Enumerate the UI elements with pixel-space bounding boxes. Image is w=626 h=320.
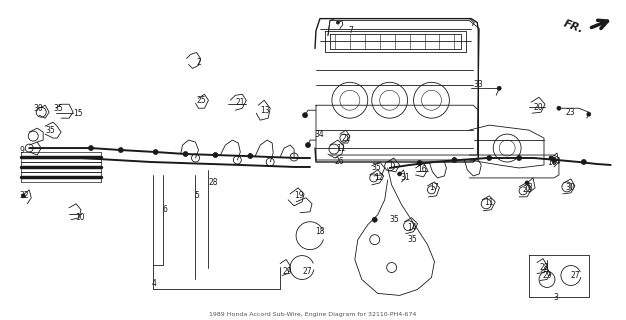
Text: 30: 30	[33, 104, 43, 113]
Circle shape	[183, 152, 188, 156]
Text: 12: 12	[374, 173, 383, 182]
Text: 35: 35	[389, 215, 399, 224]
Circle shape	[487, 156, 491, 161]
Text: 17: 17	[429, 183, 439, 192]
Text: 29: 29	[282, 267, 292, 276]
Circle shape	[248, 154, 253, 158]
Text: 33: 33	[473, 80, 483, 89]
Circle shape	[516, 156, 521, 161]
Text: 9: 9	[19, 146, 24, 155]
Text: 32: 32	[19, 191, 29, 200]
Text: 13: 13	[260, 106, 270, 115]
Text: 11: 11	[485, 198, 494, 207]
Text: 10: 10	[547, 158, 557, 167]
Circle shape	[336, 21, 339, 24]
Circle shape	[118, 148, 123, 153]
Text: 35: 35	[408, 235, 418, 244]
Text: 35: 35	[45, 126, 55, 135]
Circle shape	[497, 86, 501, 90]
Text: 15: 15	[73, 109, 83, 118]
Text: 19: 19	[294, 191, 304, 200]
Text: 28: 28	[208, 179, 218, 188]
Text: 11: 11	[336, 144, 346, 153]
Text: 28: 28	[539, 263, 548, 272]
Circle shape	[305, 143, 310, 148]
Circle shape	[557, 106, 561, 110]
Circle shape	[153, 149, 158, 155]
Circle shape	[552, 157, 557, 163]
Text: 10: 10	[75, 213, 85, 222]
Text: 8: 8	[527, 183, 532, 192]
Text: 5: 5	[195, 191, 200, 200]
Text: 27: 27	[571, 271, 580, 280]
Circle shape	[417, 161, 422, 165]
Circle shape	[525, 181, 529, 185]
Circle shape	[587, 112, 591, 116]
Text: 4: 4	[151, 279, 156, 288]
Circle shape	[21, 194, 25, 198]
Text: 16: 16	[418, 165, 427, 174]
Circle shape	[582, 159, 587, 164]
Circle shape	[302, 113, 307, 118]
Text: 24: 24	[552, 157, 562, 166]
Text: 27: 27	[302, 267, 312, 276]
Text: 1: 1	[389, 162, 393, 171]
Circle shape	[372, 217, 377, 222]
Text: 25: 25	[197, 96, 206, 105]
Text: 35: 35	[372, 164, 381, 172]
Text: 34: 34	[314, 130, 324, 139]
Text: 26: 26	[335, 157, 344, 166]
Circle shape	[452, 157, 457, 163]
Text: 1989 Honda Accord Sub-Wire, Engine Diagram for 32110-PH4-674: 1989 Honda Accord Sub-Wire, Engine Diagr…	[209, 312, 417, 317]
Text: FR.: FR.	[562, 18, 585, 35]
Text: 14: 14	[408, 223, 417, 232]
Circle shape	[213, 153, 218, 157]
Text: 22: 22	[522, 185, 531, 194]
Text: 23: 23	[566, 108, 575, 117]
Text: 22: 22	[342, 133, 351, 143]
Text: 35: 35	[53, 104, 63, 113]
Circle shape	[549, 156, 553, 160]
Text: 20: 20	[533, 103, 543, 112]
Text: 2: 2	[197, 58, 201, 67]
Text: 30: 30	[566, 183, 576, 192]
Text: 21: 21	[235, 98, 245, 107]
Text: 31: 31	[401, 173, 410, 182]
Text: 3: 3	[553, 293, 558, 302]
Text: 29: 29	[542, 271, 552, 280]
Circle shape	[88, 146, 93, 150]
Text: 18: 18	[315, 227, 324, 236]
Circle shape	[398, 172, 402, 176]
Text: 6: 6	[163, 205, 168, 214]
Text: 7: 7	[348, 26, 352, 35]
